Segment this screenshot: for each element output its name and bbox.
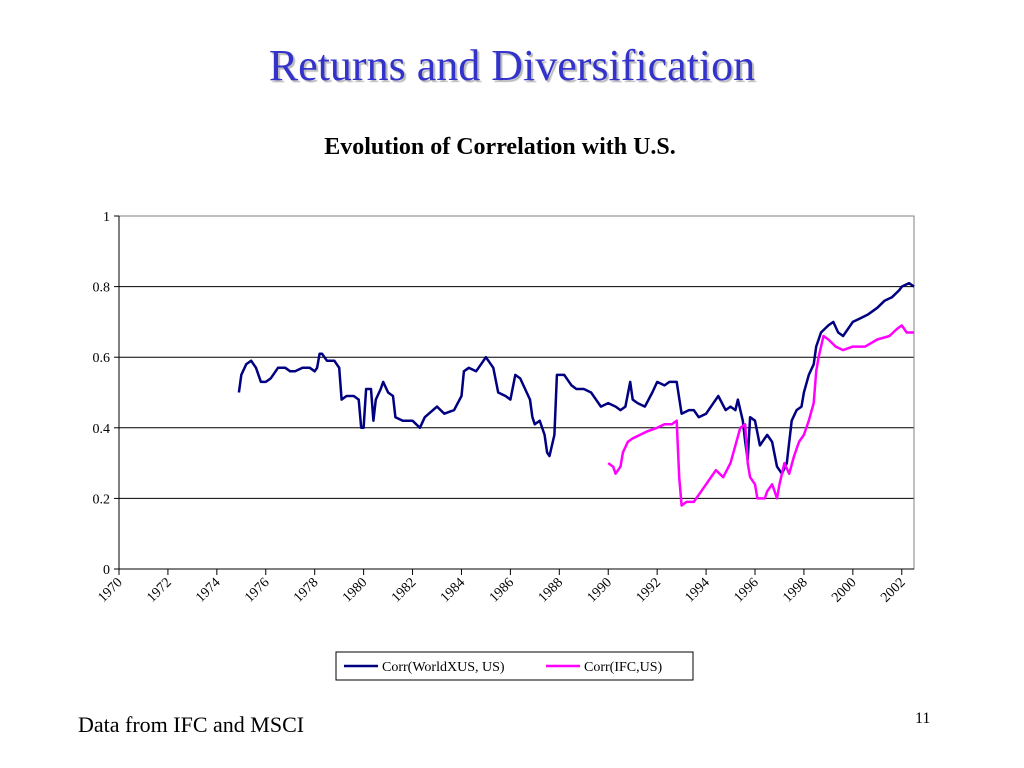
x-tick-label: 1984 <box>438 575 468 605</box>
legend-label-1: Corr(WorldXUS, US) <box>382 660 505 675</box>
x-tick-label: 1986 <box>487 575 517 605</box>
axes <box>114 215 915 575</box>
x-tick-label: 1976 <box>242 575 272 605</box>
y-tick-label: 0 <box>103 563 110 578</box>
chart-title: Evolution of Correlation with U.S. <box>324 134 676 160</box>
series-line-1 <box>237 281 915 475</box>
chart-legend: Corr(WorldXUS, US) Corr(IFC,US) <box>335 651 694 681</box>
x-tick-label: 1998 <box>780 575 810 605</box>
x-tick-label: 1982 <box>389 575 419 605</box>
legend-box <box>335 651 694 681</box>
data-source-note: Data from IFC and MSCI <box>78 712 305 737</box>
x-tick-label: 1990 <box>585 575 615 605</box>
x-tick-label: 1980 <box>340 575 370 605</box>
y-tick-label: 0.6 <box>93 351 111 366</box>
plot-area <box>118 215 915 570</box>
x-tick-label: 1994 <box>682 575 712 605</box>
y-tick-label: 0.2 <box>93 492 111 507</box>
y-tick-label: 0.8 <box>93 281 111 296</box>
x-tick-label: 2000 <box>829 575 859 605</box>
y-tick-label: 0.4 <box>93 422 111 437</box>
slide-title: Returns and Diversification <box>268 41 756 90</box>
x-tick-label: 1974 <box>193 575 223 605</box>
x-tick-label: 1970 <box>95 575 125 605</box>
x-tick-label: 1992 <box>634 575 664 605</box>
x-tick-label: 1972 <box>144 575 174 605</box>
x-tick-label: 1978 <box>291 575 321 605</box>
y-tick-label: 1 <box>103 210 110 225</box>
x-tick-label: 1996 <box>731 575 761 605</box>
series-lines <box>237 281 915 507</box>
page-number: 11 <box>915 710 931 727</box>
series-line-2 <box>607 324 914 507</box>
tick-labels: 0 0.2 0.4 0.6 0.8 1 1970 1972 1974 1976 1978 1980 19… <box>93 210 909 606</box>
legend-label-2: Corr(IFC,US) <box>584 660 663 675</box>
x-tick-label: 2002 <box>878 575 908 605</box>
x-tick-label: 1988 <box>536 575 566 605</box>
